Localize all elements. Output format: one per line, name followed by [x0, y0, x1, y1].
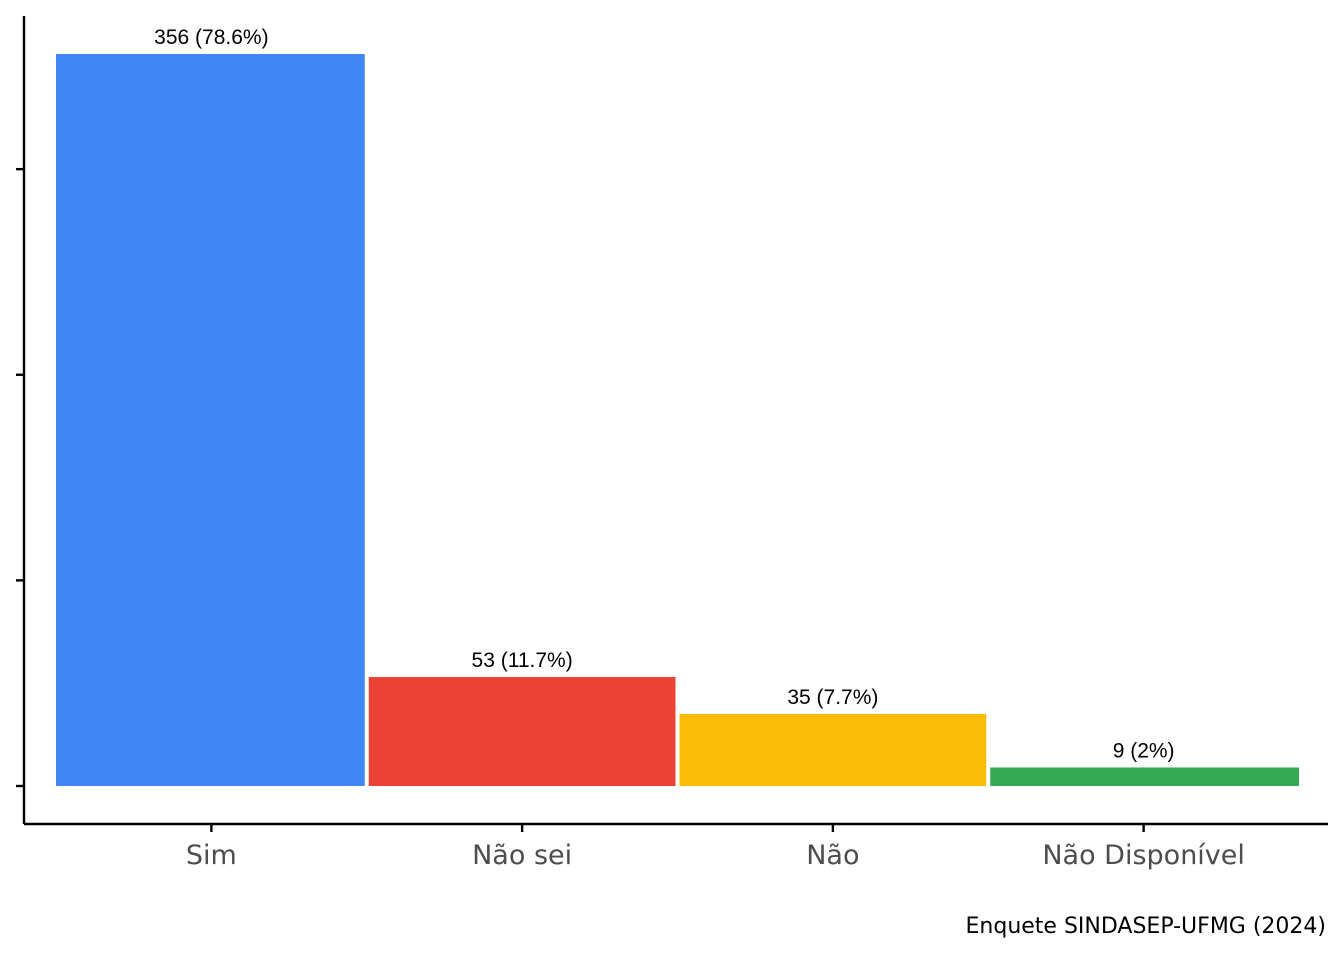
bar — [368, 677, 676, 786]
bar — [56, 54, 365, 786]
x-tick-label: Não — [806, 840, 859, 871]
bar — [679, 714, 987, 786]
x-tick-label: Não Disponível — [1042, 840, 1245, 871]
bar — [990, 767, 1299, 786]
x-tick-label: Não sei — [472, 840, 572, 871]
y-axis — [16, 16, 26, 824]
chart-caption: Enquete SINDASEP-UFMG (2024) — [965, 914, 1326, 939]
data-label: 35 (7.7%) — [787, 686, 878, 709]
data-labels: 356 (78.6%) 53 (11.7%) 35 (7.7%) 9 (2%) — [154, 26, 1174, 762]
x-axis: Sim Não sei Não Não Disponível — [24, 822, 1328, 871]
data-label: 9 (2%) — [1113, 739, 1175, 762]
data-label: 53 (11.7%) — [472, 649, 573, 672]
bars — [56, 54, 1299, 786]
data-label: 356 (78.6%) — [154, 26, 268, 49]
x-tick-label: Sim — [186, 840, 237, 871]
